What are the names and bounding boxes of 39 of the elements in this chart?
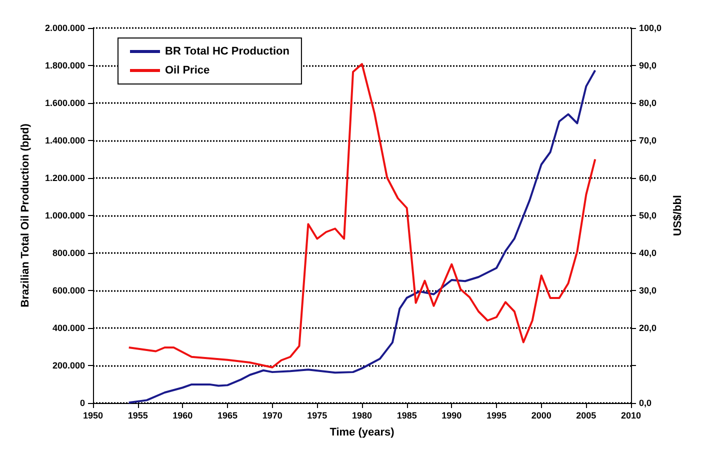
y-tick-label: 200.000 <box>52 360 85 370</box>
x-tick-label: 1955 <box>128 410 148 420</box>
y2-tick-label: 0,0 <box>639 398 652 408</box>
x-tick-label: 1960 <box>172 410 193 420</box>
y-tick-label: 1.800.000 <box>44 60 85 70</box>
y-tick-label: 1.400.000 <box>44 136 85 146</box>
x-axis-title: Time (years) <box>330 426 395 438</box>
x-tick-label: 1980 <box>352 410 372 420</box>
y2-tick-label: 80,0 <box>639 98 657 108</box>
legend-label: Oil Price <box>165 64 210 76</box>
legend-label: BR Total HC Production <box>165 46 290 58</box>
y2-tick-label: 30,0 <box>639 286 657 296</box>
y-tick-label: 400.000 <box>52 323 85 333</box>
y-tick-label: 2.000.000 <box>44 23 85 33</box>
y2-axis-title: US$/bbl <box>672 195 684 236</box>
y-tick-label: 600.000 <box>52 286 85 296</box>
x-tick-label: 2010 <box>620 410 642 420</box>
x-tick-label: 1975 <box>307 410 328 420</box>
y-tick-label: 800.000 <box>52 248 85 258</box>
y-axis-title: Brazilian Total Oil Production (bpd) <box>20 123 32 308</box>
x-tick-label: 1990 <box>442 410 462 420</box>
x-tick-label: 1970 <box>262 410 282 420</box>
y-tick-label: 1.600.000 <box>44 98 85 108</box>
x-tick-label: 2005 <box>576 410 596 420</box>
x-tick-label: 1950 <box>82 410 104 420</box>
x-tick-label: 1995 <box>486 410 507 420</box>
y2-tick-label: 20,0 <box>639 323 657 333</box>
y2-tick-label: 100,0 <box>639 23 662 33</box>
y2-tick-label: 70,0 <box>639 136 657 146</box>
y-tick-label: 1.000.000 <box>44 210 85 220</box>
y-tick-label: 1.200.000 <box>44 173 85 183</box>
y2-tick-label: 90,0 <box>639 60 657 70</box>
y2-tick-label: 40,0 <box>639 248 657 258</box>
y2-tick-label: 50,0 <box>639 210 657 220</box>
y2-tick-label: 60,0 <box>639 173 657 183</box>
x-tick-label: 2000 <box>531 410 552 420</box>
x-tick-label: 1965 <box>217 410 238 420</box>
x-tick-label: 1985 <box>396 410 417 420</box>
y-tick-label: 0 <box>80 398 85 408</box>
